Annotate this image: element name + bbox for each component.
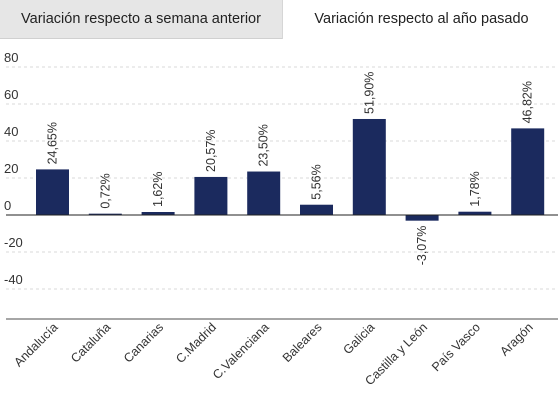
bar-chart: 80 60 40 20 0 -20 -40 24,65% Andalucía 0,72% Catal… [4, 50, 558, 388]
bar [247, 171, 281, 215]
bar [88, 213, 122, 215]
bar [141, 212, 175, 215]
bar [405, 215, 439, 221]
x-tick-label: Galicia [340, 320, 377, 357]
bar [511, 128, 545, 215]
bar [352, 118, 386, 215]
data-label: 1,62% [151, 172, 165, 207]
tab-bar: Variación respecto a semana anterior Var… [0, 0, 560, 39]
data-label: 0,72% [98, 173, 112, 208]
data-label: -3,07% [415, 226, 429, 266]
data-label: 46,82% [521, 81, 535, 123]
y-tick-label: -40 [4, 272, 23, 287]
x-tick-label: País Vasco [429, 320, 483, 374]
x-tick-label: Andalucía [11, 320, 60, 369]
y-tick-label: -20 [4, 235, 23, 250]
data-label: 23,50% [257, 124, 271, 166]
bar [36, 169, 69, 215]
bar [194, 176, 228, 215]
y-tick-label: 80 [4, 50, 18, 65]
data-label: 1,78% [468, 171, 482, 206]
x-tick-label: Aragón [497, 320, 535, 358]
data-label: 24,65% [46, 122, 60, 164]
x-tick-label: Cataluña [68, 320, 113, 365]
data-label: 20,57% [204, 130, 218, 172]
data-label: 51,90% [362, 72, 376, 114]
x-tick-label: Canarias [121, 320, 166, 365]
x-tick-label: C.Madrid [173, 320, 219, 366]
bar [458, 211, 492, 215]
bar [300, 204, 333, 215]
y-tick-label: 40 [4, 124, 18, 139]
x-tick-label: C.Valenciana [210, 320, 272, 382]
y-tick-label: 0 [4, 198, 11, 213]
y-tick-label: 20 [4, 161, 18, 176]
x-tick-label: Baleares [280, 320, 325, 365]
data-label: 5,56% [310, 164, 324, 199]
tab-yearly-variation[interactable]: Variación respecto al año pasado [282, 0, 560, 39]
tab-weekly-variation[interactable]: Variación respecto a semana anterior [0, 0, 282, 39]
y-tick-label: 60 [4, 87, 18, 102]
